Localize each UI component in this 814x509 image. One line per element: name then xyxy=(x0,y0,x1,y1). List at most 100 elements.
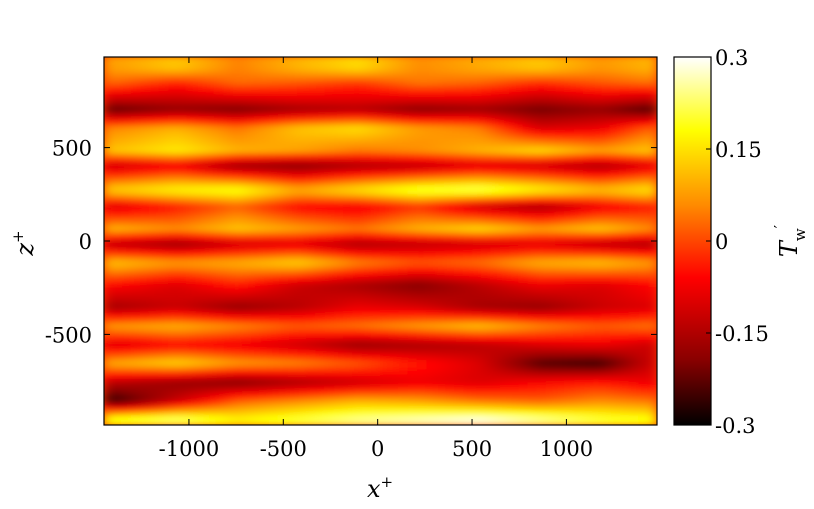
heatmap-cell xyxy=(628,254,640,260)
heatmap-cell xyxy=(214,61,225,67)
heatmap-cell xyxy=(343,415,354,421)
heatmap-cell xyxy=(472,74,483,81)
heatmap-cell xyxy=(250,373,262,380)
heatmap-cell xyxy=(260,309,271,316)
heatmap-cell xyxy=(306,153,317,159)
heatmap-cell xyxy=(389,93,400,99)
heatmap-cell xyxy=(278,323,289,329)
heatmap-cell xyxy=(177,120,188,127)
heatmap-cell xyxy=(177,194,188,201)
heatmap-cell xyxy=(104,189,114,196)
heatmap-cell xyxy=(121,346,133,352)
colorbar-tick-label: -0.3 xyxy=(715,414,756,438)
heatmap-cell xyxy=(490,383,501,389)
heatmap-cell xyxy=(204,295,216,302)
heatmap-cell xyxy=(104,355,114,362)
heatmap-cell xyxy=(527,332,538,339)
heatmap-cell xyxy=(481,212,492,219)
heatmap-cell xyxy=(158,318,170,325)
heatmap-cell xyxy=(407,360,418,366)
heatmap-cell xyxy=(628,401,640,408)
heatmap-cell xyxy=(370,84,381,90)
heatmap-cell xyxy=(499,415,511,421)
heatmap-cell xyxy=(545,314,557,320)
heatmap-cell xyxy=(204,139,216,145)
heatmap-cell xyxy=(462,107,474,113)
heatmap-cell xyxy=(610,235,621,242)
heatmap-cell xyxy=(343,360,354,366)
heatmap-cell xyxy=(260,304,271,311)
heatmap-cell xyxy=(564,249,575,256)
heatmap-cell xyxy=(601,415,612,421)
heatmap-cell xyxy=(499,176,511,182)
heatmap-cell xyxy=(601,143,612,150)
heatmap-cell xyxy=(518,378,529,385)
heatmap-cell xyxy=(149,125,160,132)
heatmap-cell xyxy=(407,120,418,127)
heatmap-cell xyxy=(214,314,225,320)
heatmap-cell xyxy=(591,268,603,274)
heatmap-cell xyxy=(527,314,538,320)
heatmap-cell xyxy=(407,235,418,242)
heatmap-cell xyxy=(324,350,335,357)
heatmap-cell xyxy=(186,309,197,316)
heatmap-cell xyxy=(462,245,474,251)
heatmap-cell xyxy=(619,194,630,201)
heatmap-cell xyxy=(140,84,151,90)
heatmap-cell xyxy=(223,286,234,293)
heatmap-cell xyxy=(241,57,252,63)
heatmap-cell xyxy=(278,286,289,293)
heatmap-cell xyxy=(426,387,437,394)
heatmap-cell xyxy=(555,57,566,63)
heatmap-cell xyxy=(407,346,418,352)
heatmap-cell xyxy=(536,153,547,159)
heatmap-cell xyxy=(416,291,428,297)
heatmap-cell xyxy=(149,194,160,201)
heatmap-cell xyxy=(186,314,197,320)
heatmap-cell xyxy=(168,139,179,145)
heatmap-cell xyxy=(509,143,520,150)
heatmap-cell xyxy=(260,373,271,380)
heatmap-cell xyxy=(140,373,151,380)
heatmap-cell xyxy=(306,337,317,343)
heatmap-cell xyxy=(158,323,170,329)
heatmap-cell xyxy=(444,300,455,306)
heatmap-cell xyxy=(582,166,593,173)
heatmap-cell xyxy=(168,84,179,90)
heatmap-cell xyxy=(555,396,566,403)
heatmap-cell xyxy=(343,153,354,159)
heatmap-cell xyxy=(297,346,308,352)
heatmap-cell xyxy=(352,162,363,168)
heatmap-cell xyxy=(361,231,372,237)
heatmap-cell xyxy=(278,84,289,90)
heatmap-cell xyxy=(582,419,593,425)
heatmap-cell xyxy=(250,396,262,403)
heatmap-cell xyxy=(232,355,243,362)
heatmap-cell xyxy=(186,74,197,81)
x-tick-label: 1000 xyxy=(540,437,593,461)
heatmap-cell xyxy=(121,199,133,205)
heatmap-cell xyxy=(260,97,271,104)
heatmap-cell xyxy=(564,383,575,389)
heatmap-cell xyxy=(481,153,492,159)
heatmap-cell xyxy=(186,176,197,182)
heatmap-cell xyxy=(131,208,142,214)
heatmap-cell xyxy=(297,355,308,362)
heatmap-cell xyxy=(204,240,216,247)
heatmap-cell xyxy=(158,249,170,256)
heatmap-cell xyxy=(112,102,123,109)
heatmap-cell xyxy=(104,162,114,168)
heatmap-cell xyxy=(582,162,593,168)
heatmap-cell xyxy=(361,364,372,371)
heatmap-cell xyxy=(315,360,326,366)
heatmap-cell xyxy=(601,268,612,274)
heatmap-cell xyxy=(444,102,455,109)
heatmap-cell xyxy=(195,148,206,155)
heatmap-cell xyxy=(241,286,252,293)
heatmap-cell xyxy=(509,217,520,224)
heatmap-cell xyxy=(490,102,501,109)
heatmap-cell xyxy=(610,231,621,237)
heatmap-cell xyxy=(527,369,538,375)
heatmap-cell xyxy=(638,171,649,178)
